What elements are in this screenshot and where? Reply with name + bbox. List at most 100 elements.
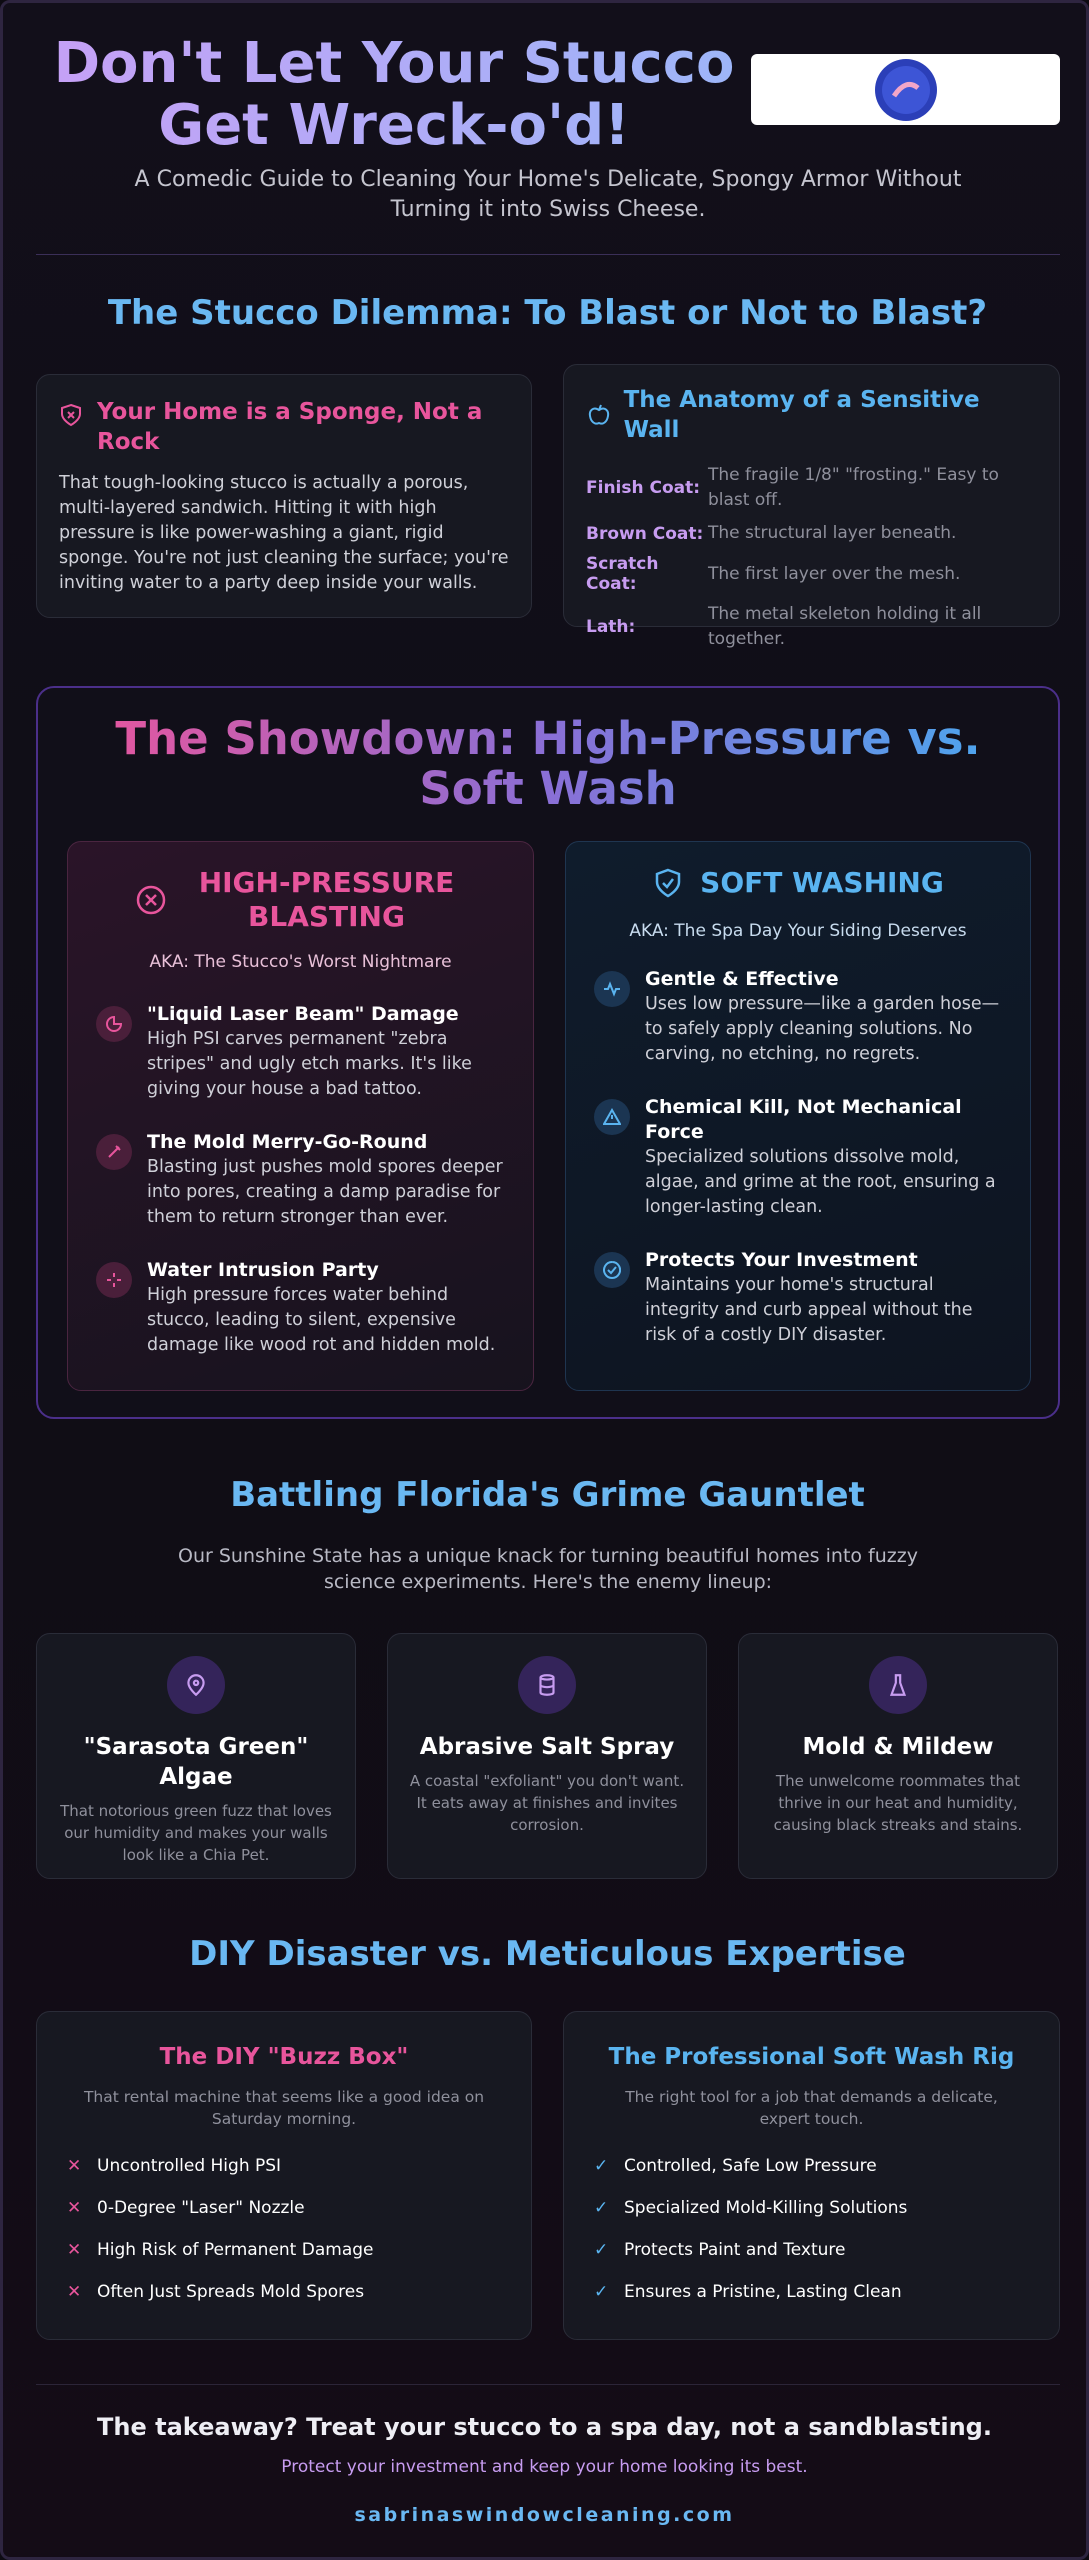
pro-card: The Professional Soft Wash Rig The right… <box>563 2011 1060 2340</box>
header: Don't Let Your Stucco Get Wreck-o'd! <box>36 33 752 157</box>
item-title: Gentle & Effective <box>645 968 839 990</box>
icon-glyph <box>603 1108 621 1125</box>
card-title: The Anatomy of a Sensitive Wall <box>623 387 980 443</box>
icon-glyph <box>106 1015 123 1032</box>
item: Water Intrusion Party High pressure force… <box>96 1258 505 1358</box>
card-subtitle: The right tool for a job that demands a … <box>625 2088 998 2128</box>
item-title: "Liquid Laser Beam" Damage <box>147 1003 459 1025</box>
card-title: SOFT WASHING <box>700 866 944 899</box>
bullet: ✓ <box>594 2156 609 2176</box>
icon-glyph <box>107 1273 121 1287</box>
item-title: Protects Your Investment <box>645 1249 918 1271</box>
item-list: "Liquid Laser Beam" Damage High PSI carve… <box>96 1002 505 1358</box>
icon-glyph <box>604 981 620 997</box>
card-title: The DIY "Buzz Box" <box>159 2044 409 2070</box>
icon <box>96 1262 132 1298</box>
title: Don't Let Your Stucco Get Wreck-o'd! <box>36 33 752 157</box>
showdown-heading: The Showdown: High-Pressure vs. Soft Was… <box>78 714 1018 814</box>
card-text: That tough-looking stucco is actually a … <box>59 473 509 593</box>
threat-title: Mold & Mildew <box>802 1734 994 1760</box>
item-text: High pressure forces water behind stucco… <box>147 1285 496 1355</box>
bullet: ✕ <box>67 2282 82 2302</box>
aka: AKA: The Stucco's Worst Nightmare <box>149 952 452 972</box>
divider <box>36 2384 1060 2385</box>
icon <box>518 1656 576 1714</box>
tagline: Protect your investment and keep your ho… <box>281 2457 808 2477</box>
soft-card: SOFT WASHING AKA: The Spa Day Your Sidin… <box>565 841 1031 1391</box>
item-body: Water Intrusion Party High pressure force… <box>147 1258 505 1358</box>
layer: Finish Coat: The fragile 1/8" "frosting."… <box>586 463 1037 513</box>
icon-glyph <box>539 1674 555 1696</box>
list-text: Specialized Mold-Killing Solutions <box>624 2198 908 2218</box>
icon <box>594 971 630 1007</box>
icon <box>136 885 165 915</box>
list-item: ✕ Often Just Spreads Mold Spores <box>67 2282 501 2302</box>
item: Gentle & Effective Uses low pressure—like… <box>594 967 1002 1067</box>
threat-card: "Sarasota Green" Algae That notorious gre… <box>36 1633 356 1879</box>
layer-list: Finish Coat: The fragile 1/8" "frosting."… <box>586 463 1037 652</box>
card-title: The Professional Soft Wash Rig <box>608 2044 1015 2070</box>
item-text: High PSI carves permanent "zebra stripes… <box>147 1029 472 1099</box>
icon <box>96 1006 132 1042</box>
list-text: 0-Degree "Laser" Nozzle <box>97 2198 305 2218</box>
item-list: ✕ Uncontrolled High PSI ✕ 0-Degree "Laser" … <box>67 2156 501 2302</box>
layer-name: Finish Coat: <box>586 478 701 498</box>
layer: Brown Coat: The structural layer beneath. <box>586 521 1037 546</box>
icon <box>594 1252 630 1288</box>
card-subtitle: That rental machine that seems like a go… <box>83 2088 485 2128</box>
list-text: Controlled, Safe Low Pressure <box>624 2156 877 2176</box>
card-title: HIGH-PRESSURE BLASTING <box>198 866 455 933</box>
logo-mark <box>874 58 937 121</box>
item-list: Gentle & Effective Uses low pressure—like… <box>594 967 1002 1348</box>
list-text: Often Just Spreads Mold Spores <box>97 2282 365 2302</box>
section-heading: Battling Florida's Grime Gauntlet <box>230 1475 865 1515</box>
threat-text: A coastal "exfoliant" you don't want. It… <box>409 1772 685 1834</box>
item-text: Maintains your home's structural integri… <box>645 1275 973 1345</box>
intro: Our Sunshine State has a unique knack fo… <box>178 1545 918 1593</box>
layer-desc: The first layer over the mesh. <box>708 563 961 584</box>
item: Chemical Kill, Not Mechanical Force Speci… <box>594 1095 1002 1220</box>
item-body: Gentle & Effective Uses low pressure—like… <box>645 967 1002 1067</box>
item-text: Uses low pressure—like a garden hose—to … <box>645 994 1000 1064</box>
list-item: ✓ Ensures a Pristine, Lasting Clean <box>594 2282 1029 2302</box>
section-heading: The Stucco Dilemma: To Blast or Not to B… <box>107 293 988 333</box>
icon <box>167 1656 225 1714</box>
item-title: Water Intrusion Party <box>147 1259 379 1281</box>
takeaway: The takeaway? Treat your stucco to a spa… <box>97 2413 992 2441</box>
threat-text: The unwelcome roommates that thrive in o… <box>773 1772 1023 1834</box>
item-text: Specialized solutions dissolve mold, alg… <box>645 1147 996 1217</box>
layer-desc: The fragile 1/8" "frosting." Easy to bla… <box>708 465 999 510</box>
diy-card: The DIY "Buzz Box" That rental machine t… <box>36 2011 532 2340</box>
threat-title: "Sarasota Green" Algae <box>83 1734 309 1790</box>
logo <box>751 54 1060 125</box>
threat-card: Mold & Mildew The unwelcome roommates tha… <box>738 1633 1058 1879</box>
bullet: ✓ <box>594 2282 609 2302</box>
anatomy-card: The Anatomy of a Sensitive Wall Finish C… <box>563 364 1060 649</box>
showdown: The Showdown: High-Pressure vs. Soft Was… <box>36 686 1060 1419</box>
list-text: Protects Paint and Texture <box>624 2240 846 2260</box>
layer: Lath: The metal skeleton holding it all t… <box>586 602 1037 652</box>
threat-card: Abrasive Salt Spray A coastal "exfoliant"… <box>387 1633 707 1879</box>
bullet: ✓ <box>594 2240 609 2260</box>
layer-desc: The metal skeleton holding it all togeth… <box>708 604 982 649</box>
item-body: Protects Your Investment Maintains your h… <box>645 1248 1002 1348</box>
card-title: Your Home is a Sponge, Not a Rock <box>97 399 483 455</box>
bullet: ✓ <box>594 2198 609 2218</box>
list-item: ✓ Controlled, Safe Low Pressure <box>594 2156 1029 2176</box>
bullet: ✕ <box>67 2240 82 2260</box>
item-body: The Mold Merry-Go-Round Blasting just pus… <box>147 1130 505 1230</box>
section-heading: DIY Disaster vs. Meticulous Expertise <box>189 1934 906 1974</box>
list-item: ✕ Uncontrolled High PSI <box>67 2156 501 2176</box>
icon <box>869 1656 927 1714</box>
pressure-card: HIGH-PRESSURE BLASTING AKA: The Stucco's… <box>67 841 534 1391</box>
sponge-card: Your Home is a Sponge, Not a Rock That t… <box>36 374 532 618</box>
bullet: ✕ <box>67 2156 82 2176</box>
item-title: The Mold Merry-Go-Round <box>147 1131 428 1153</box>
icon-glyph <box>889 1674 907 1696</box>
list-item: ✓ Protects Paint and Texture <box>594 2240 1029 2260</box>
list-item: ✓ Specialized Mold-Killing Solutions <box>594 2198 1029 2218</box>
website: sabrinaswindowcleaning.com <box>354 2504 735 2526</box>
bullet: ✕ <box>67 2198 82 2218</box>
list-text: High Risk of Permanent Damage <box>97 2240 374 2260</box>
layer-desc: The structural layer beneath. <box>708 523 957 543</box>
